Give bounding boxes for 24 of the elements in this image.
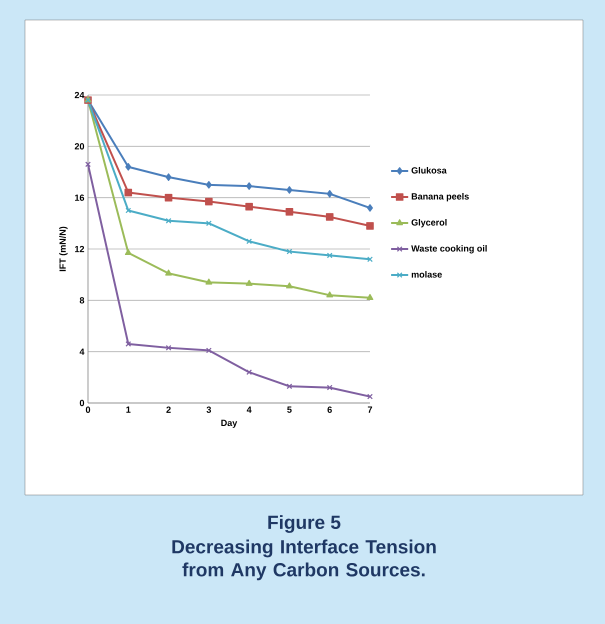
y-tick-label: 4 xyxy=(80,348,84,355)
x-tick-label: 1 xyxy=(126,406,131,413)
y-tick-label: 0 xyxy=(80,400,84,406)
x-axis-title: Day xyxy=(221,420,238,428)
legend-label: molase xyxy=(412,271,442,278)
x-tick-label: 6 xyxy=(328,406,332,413)
x-tick-label: 4 xyxy=(246,406,252,413)
x-tick-label: 2 xyxy=(166,406,171,413)
text: Decreasing Interface Tension from Any Carbon Sources. xyxy=(172,540,436,580)
legend-label: Waste cooking oil xyxy=(411,245,487,254)
text: Figure 5 xyxy=(268,515,340,533)
y-tick-label: 24 xyxy=(74,92,84,98)
legend-label: Banana peels xyxy=(412,192,469,202)
y-tick-label: 16 xyxy=(75,194,84,201)
y-tick-label: 8 xyxy=(80,297,84,304)
legend-label: Glycerol xyxy=(412,219,447,228)
x-tick-label: 0 xyxy=(86,406,90,413)
x-tick-label: 5 xyxy=(287,406,292,413)
x-tick-label: 7 xyxy=(368,406,372,413)
y-tick-label: 20 xyxy=(74,143,84,150)
x-tick-label: 3 xyxy=(206,406,212,413)
legend-label: Glukosa xyxy=(412,166,447,174)
y-axis-title: IFT (mN/N) xyxy=(59,226,68,272)
y-tick-label: 12 xyxy=(75,246,84,252)
